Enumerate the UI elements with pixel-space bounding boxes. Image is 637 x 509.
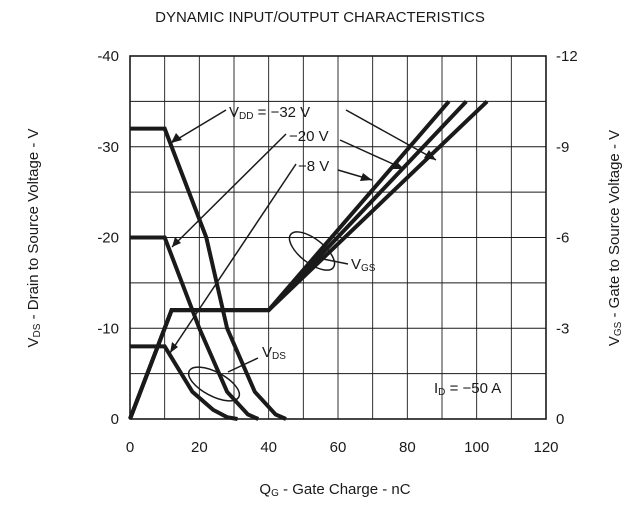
vds-ellipse (187, 366, 241, 402)
vdd32-label: VDD = −32 V (229, 104, 310, 122)
vdd20-arrow-right (392, 161, 404, 169)
right-tick-labels: 0 -3 -6 -9 -12 (556, 48, 578, 428)
vdd8-arrow-left (170, 342, 178, 353)
arrow-heads (170, 133, 436, 353)
vgs-label: VGS (351, 256, 376, 274)
grid (130, 56, 546, 419)
right-y-axis-label: VGS - Gate to Source Voltage - V (606, 130, 624, 346)
left-y-tick-label: -40 (97, 48, 119, 65)
vgs-ellipse (288, 231, 336, 271)
x-tick-label: 40 (260, 439, 277, 456)
right-y-tick-label: -12 (556, 48, 578, 65)
right-y-tick-label: -9 (556, 139, 569, 156)
vds-label: VDS (262, 344, 286, 362)
x-tick-label: 100 (464, 439, 489, 456)
x-tick-label: 0 (126, 439, 134, 456)
vdd20-leader-left (171, 133, 287, 248)
left-y-tick-label: -30 (97, 139, 119, 156)
series-line-vgs-vdd-32-v (128, 99, 489, 420)
right-y-tick-label: -3 (556, 320, 569, 337)
vdd8-leader-left (169, 163, 297, 354)
vdd32-arrow-right (424, 150, 436, 160)
vdd20-arrow-left (172, 237, 181, 247)
right-y-tick-label: 0 (556, 411, 564, 428)
left-y-tick-label: -20 (97, 230, 119, 247)
vdd32-leader-left (170, 109, 227, 144)
vgs-leader (322, 258, 349, 265)
vdd8-label: −8 V (298, 158, 329, 175)
x-tick-labels: 0 20 40 60 80 100 120 (126, 439, 559, 456)
left-y-tick-label: 0 (111, 411, 119, 428)
vdd32-leader-right (345, 109, 437, 161)
id-label: ID = −50 A (434, 380, 501, 398)
series-line-vdd-20-v (130, 235, 260, 421)
vdd8-arrow-right (360, 173, 372, 181)
vdd32-arrow-left (171, 133, 182, 143)
left-tick-labels: 0 -10 -20 -30 -40 (97, 48, 119, 428)
x-axis-label: QG - Gate Charge - nC (259, 481, 410, 499)
left-y-tick-label: -10 (97, 320, 119, 337)
right-y-tick-label: -6 (556, 230, 569, 247)
vds-leader (227, 357, 259, 373)
annotation-marks (169, 109, 437, 402)
x-tick-label: 60 (330, 439, 347, 456)
x-tick-label: 20 (191, 439, 208, 456)
vdd20-leader-right (339, 139, 405, 170)
series-line-vdd-32-v (130, 126, 287, 421)
x-tick-label: 120 (533, 439, 558, 456)
chart-title: DYNAMIC INPUT/OUTPUT CHARACTERISTICS (155, 9, 485, 26)
series-group (128, 99, 489, 421)
left-y-axis-label: VDS - Drain to Source Voltage - V (25, 128, 43, 347)
x-tick-label: 80 (399, 439, 416, 456)
vdd20-label: −20 V (289, 128, 329, 145)
